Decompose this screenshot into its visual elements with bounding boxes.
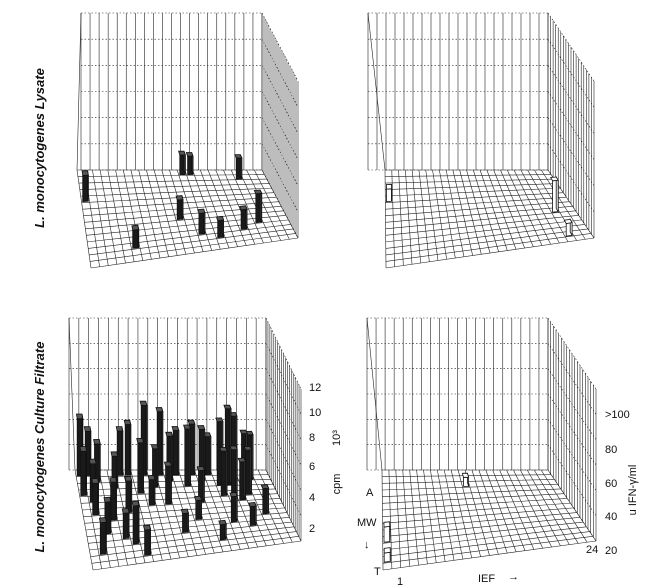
left-edge: [68, 317, 76, 471]
back-wall-grid: [80, 12, 263, 171]
bar-ief1-mw5: [385, 183, 393, 203]
bars: [81, 150, 263, 249]
cpm-axis: 2 4 6 8 10 12 cpm 10³: [309, 382, 343, 535]
bar-ief16-mw13: [218, 519, 227, 541]
bar-ief22-mw14: [563, 217, 573, 237]
bars: [383, 472, 470, 563]
mw-arrow: ↓: [364, 539, 370, 551]
bar-ief14-mw9: [193, 495, 203, 521]
ifn-axis: 20 40 60 80 >100 u IFN-γ/ml: [605, 409, 639, 557]
panel-1: [76, 12, 299, 269]
bar-ief6-mw12: [131, 500, 140, 545]
row-label-culture-filtrate: L. monocytogenes Culture Filtrate: [32, 342, 47, 553]
panel-3: [68, 317, 302, 571]
bar-ief5-mw11: [121, 507, 130, 540]
bar-ief7-mw1: [123, 419, 132, 476]
panel-4: [366, 317, 597, 571]
bar-ief1-mw11: [383, 521, 391, 543]
floor-grid: [76, 169, 299, 269]
ifn-tick-80: 80: [605, 444, 617, 456]
bar-ief14-mw1: [178, 150, 186, 176]
bar-ief21-mw11: [253, 189, 263, 224]
ief-axis-label: IEF: [478, 573, 495, 585]
bar-ief22-mw9: [550, 175, 559, 214]
bar-ief18-mw5: [219, 446, 228, 497]
bar-ief12-mw11: [180, 508, 189, 534]
bar-ief1-mw4: [79, 446, 87, 497]
bar-ief15-mw6: [196, 466, 205, 503]
ief-end-label: 24: [586, 544, 598, 556]
bar-ief13-mw1: [171, 426, 180, 476]
cpm-tick-12: 12: [309, 382, 321, 394]
bar-ief4-mw8: [109, 476, 117, 521]
ifn-tick-60: 60: [605, 478, 617, 490]
bar-ief21-mw5: [243, 445, 253, 495]
ifn-tick-40: 40: [605, 511, 617, 523]
ifn-tick-20: 20: [605, 545, 617, 557]
bars: [75, 400, 270, 556]
mw-top-label: A: [366, 487, 374, 499]
bar-ief8-mw4: [136, 437, 145, 494]
bar-ief11-mw6: [163, 461, 172, 505]
ifn-tick-100: >100: [605, 409, 630, 421]
cpm-tick-2: 2: [309, 523, 315, 535]
cpm-axis-unit: 10³: [331, 430, 343, 446]
bar-ief1-mw14: [383, 547, 391, 563]
bar-ief15-mw1: [185, 152, 194, 176]
bar-ief1-mw5: [81, 170, 89, 203]
right-wall-grid: [547, 317, 597, 542]
cpm-axis-label: cpm: [331, 474, 343, 495]
left-edge: [367, 12, 386, 171]
bar-ief17-mw1: [203, 432, 212, 476]
right-wall-grid: [547, 12, 595, 239]
back-wall-grid: [367, 12, 549, 171]
bar-ief19-mw12: [239, 205, 248, 230]
ief-arrow: →: [508, 571, 519, 583]
bar-ief6-mw1: [115, 426, 124, 476]
bar-ief9-mw6: [147, 474, 156, 506]
cpm-tick-4: 4: [309, 492, 315, 504]
cpm-tick-8: 8: [309, 432, 315, 444]
bar-ief6-mw7: [124, 475, 133, 514]
bar-ief21-mw2: [234, 154, 243, 180]
bar-ief22-mw9: [260, 484, 270, 515]
floor-grid: [381, 469, 597, 571]
ief-start-label: 1: [397, 576, 403, 588]
bar-ief20-mw11: [248, 501, 257, 527]
bar-ief12-mw9: [175, 195, 184, 221]
mw-bottom-label: T: [374, 566, 381, 578]
bar-ief16-mw13: [215, 215, 225, 239]
ifn-axis-label: u IFN-γ/ml: [627, 465, 639, 516]
panel-2: [367, 12, 595, 269]
mw-axis-label: MW: [357, 517, 377, 529]
cpm-tick-10: 10: [309, 407, 321, 419]
bar-ief12-mw3: [461, 472, 470, 487]
row-label-lysate: L. monocytogenes Lysate: [32, 68, 47, 228]
mw-ief-axes: A MW ↓ T 1 IEF → 24: [357, 487, 598, 588]
left-edge: [366, 317, 383, 471]
bar-ief2-mw13: [98, 517, 107, 555]
bars: [385, 175, 573, 237]
bar-ief20-mw6: [237, 457, 247, 501]
back-wall-grid: [366, 317, 549, 471]
bar-ief14-mw3: [183, 424, 192, 487]
panels-group: [68, 12, 597, 571]
floor-grid: [384, 169, 595, 269]
right-wall-grid: [265, 317, 302, 542]
bar-ief11-mw1: [155, 407, 164, 476]
bar-ief7-mw14: [142, 524, 152, 556]
right-wall-grid: [261, 12, 299, 239]
bar-ief2-mw7: [91, 477, 99, 516]
bar-ief6-mw13: [131, 224, 140, 249]
bar-ief14-mw12: [197, 208, 206, 235]
cpm-tick-6: 6: [309, 461, 315, 473]
left-edge: [76, 12, 82, 171]
bar-ief18-mw10: [229, 492, 238, 523]
